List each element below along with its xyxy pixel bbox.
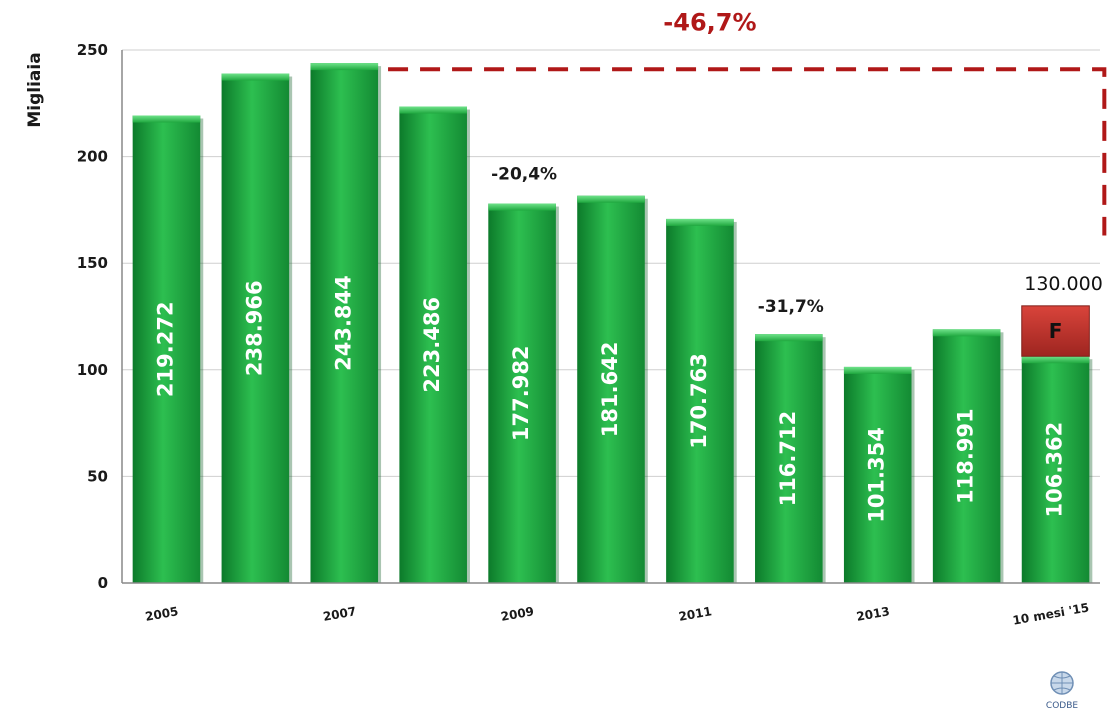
y-axis-label: Migliaia bbox=[25, 52, 45, 127]
bar-cap bbox=[310, 63, 379, 71]
annotations: -20,4% -31,7% -46,7% bbox=[388, 8, 1107, 317]
x-tick-label: 10 mesi '15 bbox=[1012, 600, 1091, 627]
bar bbox=[843, 366, 912, 583]
bar bbox=[577, 195, 645, 583]
forecast-marker: F bbox=[1049, 319, 1063, 343]
bar bbox=[399, 106, 467, 584]
logo-text: CODBE bbox=[1046, 701, 1078, 711]
bar bbox=[132, 115, 201, 584]
bar bbox=[221, 73, 290, 584]
bar bbox=[666, 218, 734, 583]
bar-value-label: 181.642 bbox=[598, 342, 622, 438]
total-change-annotation: -46,7% bbox=[663, 8, 756, 36]
bar-cap bbox=[399, 106, 467, 114]
x-axis-ticks: 2005 2007 2009 2011 2013 10 mesi '15 bbox=[144, 600, 1090, 627]
bar-value-label: 177.982 bbox=[509, 345, 533, 441]
bar-cap bbox=[1021, 356, 1090, 364]
y-tick-label: 50 bbox=[87, 467, 108, 485]
bar-cap bbox=[488, 203, 556, 211]
bar-value-label: 243.844 bbox=[331, 275, 355, 371]
bar-cap bbox=[932, 329, 1001, 337]
bar-cap bbox=[755, 334, 823, 342]
forecast-value-label: 130.000 bbox=[1024, 273, 1103, 295]
bars: 219.272 238.966 243.844 223.486 177.982 181.6… bbox=[132, 63, 1103, 584]
y-tick-label: 100 bbox=[77, 361, 108, 379]
bar-value-label: 170.763 bbox=[687, 353, 711, 449]
reference-line bbox=[388, 67, 1107, 236]
bar bbox=[1021, 356, 1090, 583]
x-tick-label: 2005 bbox=[144, 604, 179, 624]
bar bbox=[755, 334, 823, 583]
y-tick-label: 200 bbox=[77, 148, 108, 166]
forecast-bar bbox=[1021, 305, 1090, 357]
bar-value-label: 238.966 bbox=[242, 280, 266, 376]
x-tick-label: 2011 bbox=[678, 604, 713, 624]
bar-cap bbox=[132, 115, 201, 123]
bar bbox=[310, 63, 379, 584]
x-tick-label: 2009 bbox=[500, 604, 535, 624]
bar-cap bbox=[577, 195, 645, 203]
logo: CODBE bbox=[1046, 671, 1078, 711]
y-axis-ticks: 0 50 100 150 200 250 bbox=[77, 41, 108, 592]
bar bbox=[932, 329, 1001, 583]
y-tick-label: 150 bbox=[77, 254, 108, 272]
bar-value-label: 116.712 bbox=[776, 411, 800, 507]
bar-cap bbox=[221, 73, 290, 81]
bar-value-label: 118.991 bbox=[954, 408, 978, 504]
bar-value-label: 101.354 bbox=[865, 427, 889, 523]
change-annotation: -31,7% bbox=[758, 297, 824, 317]
bar-value-label: 106.362 bbox=[1043, 422, 1067, 518]
y-tick-label: 0 bbox=[98, 574, 108, 592]
bar-cap bbox=[666, 218, 734, 226]
bar bbox=[488, 203, 556, 584]
change-annotation: -20,4% bbox=[491, 165, 557, 185]
bar-cap bbox=[843, 366, 912, 374]
bar-value-label: 223.486 bbox=[420, 297, 444, 393]
y-tick-label: 250 bbox=[77, 41, 108, 59]
bar-value-label: 219.272 bbox=[153, 301, 177, 397]
x-tick-label: 2013 bbox=[855, 604, 890, 624]
x-tick-label: 2007 bbox=[322, 604, 357, 624]
